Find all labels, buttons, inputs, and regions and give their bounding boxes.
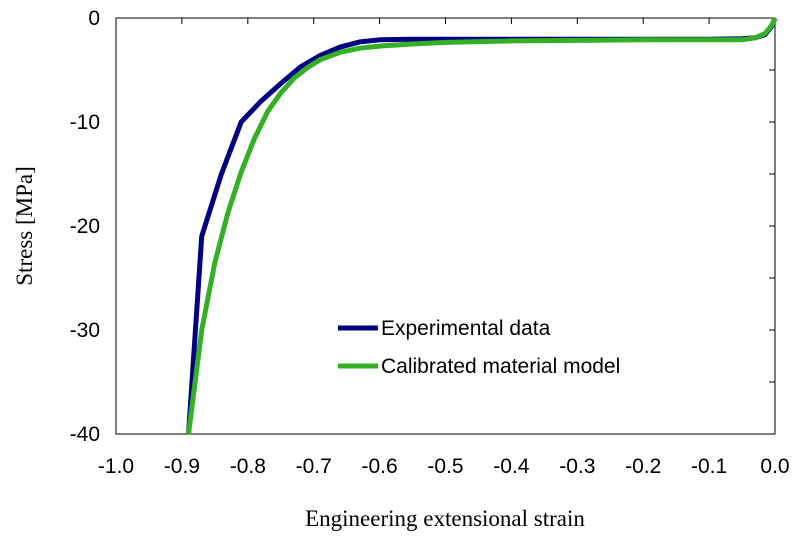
series-layer [186,16,778,435]
y-tick-label: -10 [70,111,100,134]
legend-label: Calibrated material model [381,355,620,378]
x-tick-label: -0.6 [362,455,398,478]
x-tick-label: -0.4 [493,455,530,478]
x-tick-label: -0.2 [625,455,661,478]
x-axis-ticks: -1.0 -0.9 -0.8 -0.7 -0.6 -0.5 -0.4 -0.3 -0.2 -0.1… [98,18,790,478]
y-tick-label: -40 [70,423,100,446]
series-line-model [186,16,778,435]
legend: Experimental data Calibrated material mod… [338,317,620,378]
x-tick-label: -0.9 [164,455,200,478]
x-tick-label: -0.5 [427,455,463,478]
x-tick-label: -0.1 [691,455,727,478]
x-axis-title: Engineering extensional strain [305,506,585,531]
y-tick-label: 0 [88,7,100,30]
y-axis-ticks: 0 -10 -20 -30 -40 [70,7,775,446]
x-tick-label: -1.0 [98,455,134,478]
legend-label: Experimental data [381,317,551,340]
x-tick-label: -0.3 [559,455,595,478]
x-tick-label: -0.7 [296,455,332,478]
y-tick-label: -20 [70,215,100,238]
x-tick-label: -0.8 [230,455,266,478]
x-tick-label: 0.0 [760,455,789,478]
y-tick-label: -30 [70,319,100,342]
y-axis-title: Stress [MPa] [12,166,37,285]
